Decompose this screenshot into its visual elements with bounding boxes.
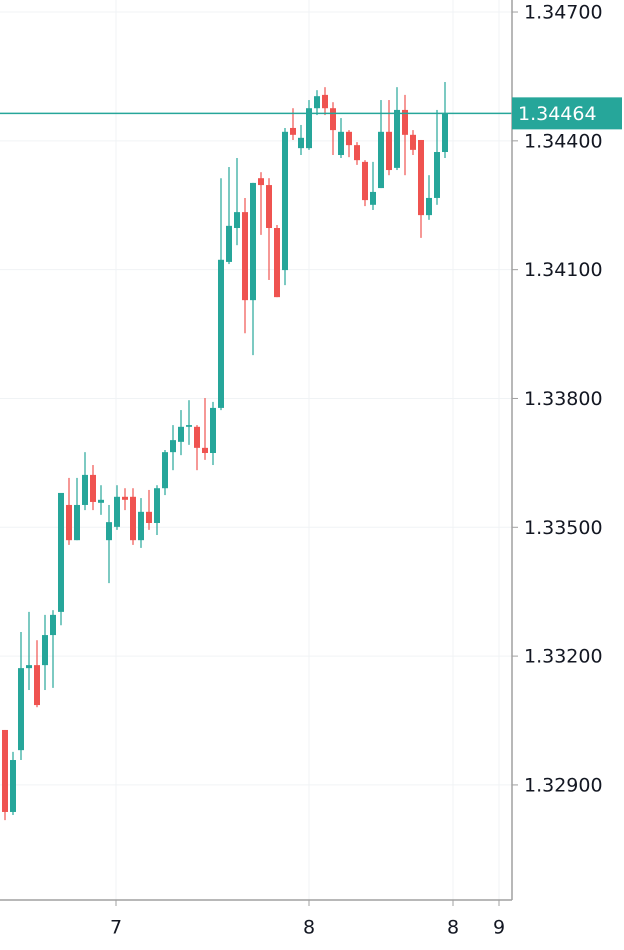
last-price-badge	[512, 97, 622, 130]
candle-body	[162, 452, 168, 489]
candle-body	[66, 504, 72, 541]
candle-body	[82, 474, 88, 505]
candle-body	[242, 212, 248, 301]
candle-body	[154, 488, 160, 523]
y-tick-label: 1.34100	[524, 259, 603, 281]
candle-body	[418, 139, 424, 216]
candle-body	[298, 137, 304, 149]
candle-body	[186, 425, 192, 427]
candle-body	[98, 499, 104, 503]
candle-body	[178, 426, 184, 442]
candle-body	[258, 178, 264, 186]
candle-body	[378, 131, 384, 189]
candle-body	[386, 131, 392, 171]
candle-body	[290, 127, 296, 135]
candle-body	[74, 504, 80, 541]
candle-body	[266, 185, 272, 229]
candle-body	[338, 131, 344, 156]
candle-body	[50, 614, 56, 636]
candle-body	[226, 225, 232, 262]
candle-body	[426, 197, 432, 216]
candle-body	[218, 259, 224, 408]
candle-body	[410, 134, 416, 150]
candle-body	[314, 96, 320, 109]
candle-body	[354, 145, 360, 161]
y-tick-label: 1.33500	[524, 517, 603, 539]
candle-body	[10, 760, 16, 812]
candle-body	[234, 212, 240, 229]
candle-body	[282, 131, 288, 271]
candle-body	[330, 108, 336, 131]
candle-body	[402, 109, 408, 135]
candle-body	[18, 668, 24, 751]
candle-body	[2, 729, 8, 812]
candle-body	[362, 161, 368, 201]
x-tick-label: 9	[493, 917, 505, 939]
candle-body	[194, 426, 200, 448]
candle-body	[170, 440, 176, 453]
candle-body	[130, 496, 136, 541]
candle-body	[322, 94, 328, 109]
candle-body	[90, 474, 96, 502]
candle-body	[138, 511, 144, 541]
candle-body	[202, 447, 208, 454]
candle-body	[122, 496, 128, 500]
candle-body	[146, 511, 152, 523]
candle-body	[434, 152, 440, 198]
candle-body	[442, 113, 448, 153]
candle-body	[58, 492, 64, 612]
candle-body	[250, 182, 256, 301]
candle-body	[394, 109, 400, 168]
y-tick-label: 1.33200	[524, 646, 603, 668]
candle-body	[210, 407, 216, 454]
y-tick-label: 1.33800	[524, 388, 603, 410]
candle-body	[106, 522, 112, 541]
y-tick-label: 1.34400	[524, 130, 603, 152]
last-price-label: 1.34464	[518, 103, 597, 125]
candle-body	[306, 108, 312, 149]
x-tick-label: 8	[447, 917, 459, 939]
x-tick-label: 8	[303, 917, 315, 939]
x-tick-label: 7	[110, 917, 122, 939]
candle-body	[114, 496, 120, 527]
candle-body	[34, 665, 40, 706]
y-tick-label: 1.32900	[524, 774, 603, 796]
candle-body	[26, 665, 32, 669]
y-tick-label: 1.34700	[524, 2, 603, 24]
candle-body	[42, 635, 48, 666]
candle-body	[346, 131, 352, 146]
candle-body	[274, 228, 280, 298]
candle-body	[370, 191, 376, 205]
